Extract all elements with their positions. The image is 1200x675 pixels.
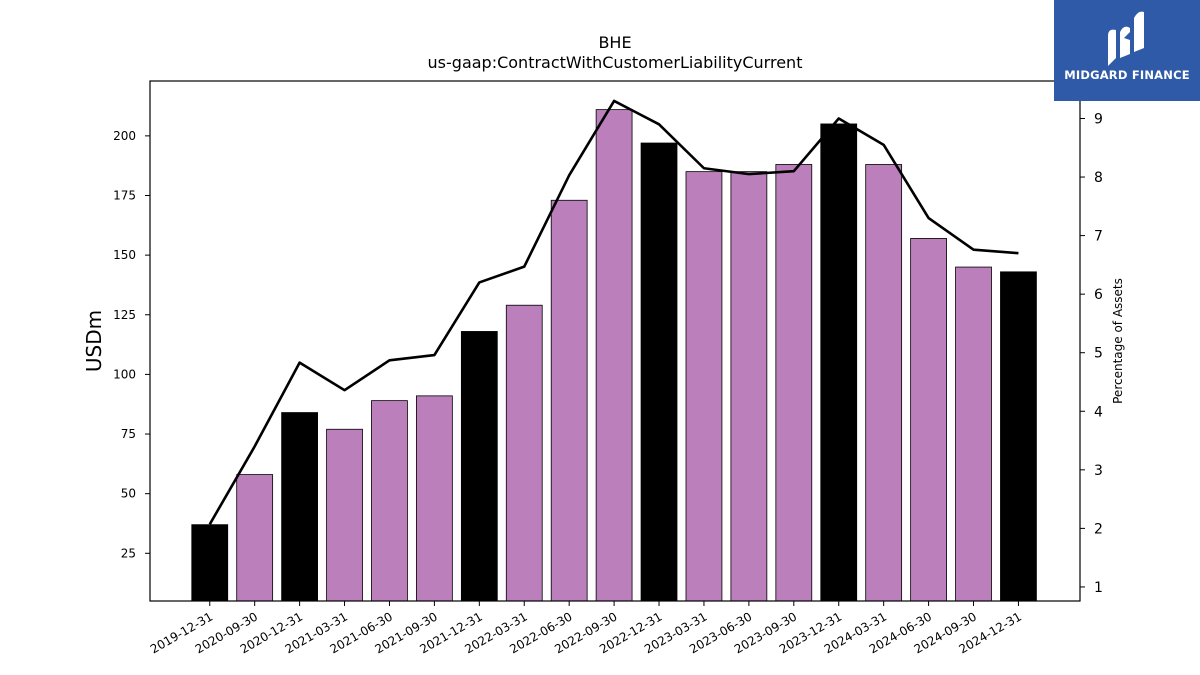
- y2-tick-label-7: 7: [1094, 229, 1103, 245]
- plot-frame: [149, 80, 1081, 602]
- y-tick-label-75: 75: [121, 427, 136, 441]
- bar-2021-06-30: [371, 400, 408, 602]
- bar-2022-12-31: [640, 142, 678, 602]
- bars-layer: [191, 109, 1037, 602]
- y2-tick-label-8: 8: [1094, 170, 1103, 186]
- y-tick-label-100: 100: [113, 367, 136, 381]
- y-axis-label-right: Percentage of Assets: [1111, 278, 1125, 404]
- bar-2024-12-31: [1000, 271, 1037, 602]
- y2-tick-label-3: 3: [1094, 463, 1103, 479]
- brand-name: MIDGARD FINANCE: [1064, 68, 1190, 82]
- bar-2020-09-30: [236, 474, 274, 602]
- line-layer: [208, 99, 1019, 525]
- y2-tick-label-9: 9: [1094, 111, 1103, 127]
- y-tick-label-175: 175: [113, 188, 136, 202]
- y2-tick-label-4: 4: [1094, 404, 1103, 420]
- y-tick-label-125: 125: [113, 308, 136, 322]
- y-tick-label-200: 200: [113, 129, 136, 143]
- bar-2021-12-31: [460, 331, 498, 602]
- y2-tick-label-6: 6: [1094, 287, 1103, 303]
- bar-2019-12-31: [191, 524, 229, 602]
- y2-tick-label-1: 1: [1094, 580, 1103, 596]
- y-axis-label-left: USDm: [82, 310, 106, 372]
- y2-tick-label-5: 5: [1094, 346, 1103, 362]
- bar-2024-06-30: [910, 238, 947, 602]
- bar-2021-09-30: [416, 395, 453, 602]
- bar-2023-09-30: [775, 164, 813, 602]
- midgard-logo-icon: [1108, 11, 1144, 67]
- bar-2022-03-31: [505, 304, 543, 602]
- bar-2023-03-31: [685, 171, 723, 602]
- bar-2023-06-30: [730, 171, 768, 602]
- bar-2021-03-31: [326, 428, 363, 602]
- bar-2022-09-30: [595, 109, 633, 602]
- chart-title: BHE: [598, 33, 631, 52]
- bar-2024-09-30: [955, 266, 992, 602]
- y-tick-label-25: 25: [121, 546, 136, 560]
- midgard-finance-logo: MIDGARD FINANCE: [1054, 0, 1200, 101]
- bar-2023-12-31: [820, 123, 858, 602]
- bar-2024-03-31: [865, 164, 903, 602]
- y-tick-label-50: 50: [121, 487, 136, 501]
- y-tick-label-150: 150: [113, 248, 136, 262]
- bar-2022-06-30: [550, 199, 588, 602]
- percentage-of-assets-line: [208, 99, 1019, 525]
- bar-2020-12-31: [281, 412, 318, 602]
- y2-tick-label-2: 2: [1094, 521, 1103, 537]
- chart-subtitle: us-gaap:ContractWithCustomerLiabilityCur…: [428, 53, 803, 72]
